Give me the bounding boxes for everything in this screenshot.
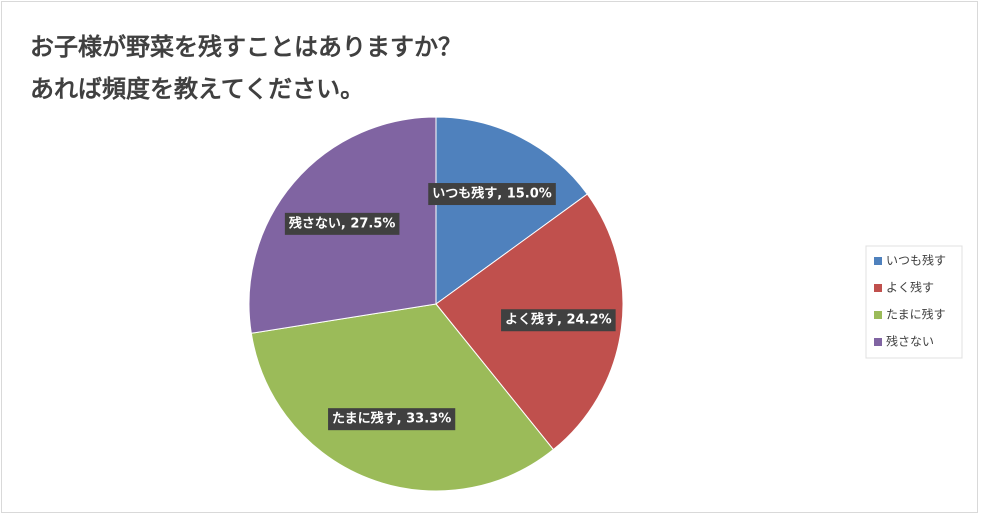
- legend-swatch: [874, 311, 882, 319]
- chart-title: お子様が野菜を残すことはありますか？: [30, 33, 462, 61]
- data-label: よく残す, 24.2%: [505, 312, 612, 328]
- data-label-bg: [328, 408, 456, 431]
- data-label: たまに残す, 33.3%: [332, 411, 451, 427]
- legend-label: いつも残す: [886, 254, 946, 268]
- legend-label: たまに残す: [886, 308, 946, 322]
- legend-swatch: [874, 257, 882, 265]
- data-label-bg: [501, 309, 616, 332]
- data-label-bg: [428, 183, 556, 206]
- legend-label: 残さない: [886, 335, 934, 349]
- pie-slice: [435, 116, 588, 305]
- pie-slice: [250, 303, 555, 492]
- data-label: 残さない, 27.5%: [289, 215, 396, 231]
- chart-title: あれば頻度を教えてください。: [30, 75, 364, 103]
- legend-swatch: [874, 338, 882, 346]
- legend-label: よく残す: [886, 281, 934, 295]
- data-label: いつも残す, 15.0%: [432, 186, 552, 202]
- legend-swatch: [874, 284, 882, 292]
- data-label-bg: [284, 212, 400, 235]
